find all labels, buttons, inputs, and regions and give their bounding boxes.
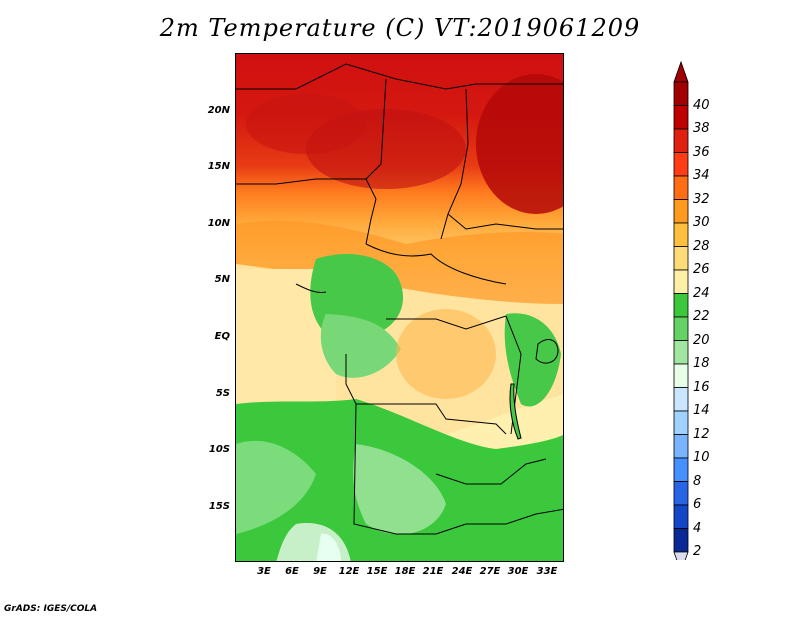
colorbar-label: 38: [693, 121, 710, 136]
colorbar-label: 28: [693, 238, 710, 254]
angola-light-green: [353, 444, 446, 535]
colorbar-cell: [673, 105, 689, 130]
atlantic-south-green: [236, 440, 316, 534]
colorbar-label: 40: [693, 97, 710, 113]
colorbar-cell: [673, 504, 689, 529]
hot-core-west: [246, 94, 366, 154]
colorbar-label: 4: [693, 520, 702, 536]
colorbar-label: 16: [693, 379, 710, 395]
lon-tick-33E: 33E: [536, 566, 558, 577]
green-congo-west: [320, 314, 401, 378]
lon-tick-3E: 3E: [257, 566, 271, 577]
colorbar-cell: [673, 340, 689, 365]
colorbar-label: 24: [693, 285, 710, 301]
colorbar-top-arrow: [673, 60, 689, 83]
colorbar-label: 34: [693, 168, 710, 183]
lon-tick-6E: 6E: [285, 566, 299, 577]
lon-tick-12E: 12E: [338, 566, 360, 577]
lon-tick-21E: 21E: [422, 566, 444, 577]
colorbar-label: 10: [693, 450, 710, 465]
lat-tick-20N: 20N: [207, 105, 230, 116]
lat-tick-15S: 15S: [208, 501, 230, 512]
colorbar-label: 14: [693, 403, 710, 418]
lon-tick-15E: 15E: [366, 566, 388, 577]
map-fill-svg: [236, 54, 563, 561]
lat-tick-EQ: EQ: [214, 331, 230, 342]
colorbar-cell: [673, 81, 689, 106]
colorbar-label: 26: [693, 262, 710, 277]
lon-tick-24E: 24E: [451, 566, 473, 577]
warm-belt: [236, 220, 563, 314]
colorbar-label: 2: [693, 544, 702, 559]
colorbar-cell: [673, 410, 689, 435]
chart-title: 2m Temperature (C) VT:2019061209: [159, 14, 641, 42]
lake-tanganyika: [509, 383, 522, 440]
colorbar-cell: [673, 528, 689, 553]
colorbar-cell: [673, 128, 689, 153]
lon-tick-27E: 27E: [479, 566, 501, 577]
colorbar-cell: [673, 481, 689, 506]
lat-tick-15N: 15N: [207, 161, 230, 172]
colorbar-cell: [673, 246, 689, 271]
colorbar-cell: [673, 152, 689, 177]
colorbar-cell: [673, 457, 689, 482]
temperature-map: [235, 53, 564, 562]
lon-tick-18E: 18E: [394, 566, 416, 577]
lat-tick-5S: 5S: [215, 388, 230, 399]
colorbar-label: 6: [693, 497, 702, 512]
colorbar-label: 32: [693, 191, 710, 207]
colorbar-cell: [673, 199, 689, 224]
colorbar-cell: [673, 293, 689, 318]
colorbar-cell: [673, 175, 689, 200]
green-east-africa: [504, 313, 561, 407]
colorbar-label: 36: [693, 144, 710, 160]
lon-tick-9E: 9E: [313, 566, 327, 577]
colorbar-label: 20: [693, 332, 710, 348]
coolest-patch: [316, 533, 341, 561]
colorbar-bottom-arrow: [673, 551, 689, 560]
colorbar-label: 30: [693, 215, 710, 230]
colorbar-label: 8: [693, 473, 702, 489]
lake-victoria: [535, 339, 559, 364]
hot-core-east: [476, 74, 563, 214]
colorbar-label: 22: [693, 309, 710, 324]
colorbar-cell: [673, 387, 689, 412]
colorbar-cell: [673, 316, 689, 341]
colorbar-cell: [673, 363, 689, 388]
lat-tick-10S: 10S: [208, 444, 230, 455]
lat-tick-5N: 5N: [214, 274, 230, 285]
lon-tick-30E: 30E: [507, 566, 529, 577]
colorbar-label: 12: [693, 426, 710, 442]
colorbar: [673, 60, 689, 560]
lat-tick-10N: 10N: [207, 218, 230, 229]
grads-credit: GrADS: IGES/COLA: [4, 604, 98, 614]
colorbar-cell: [673, 269, 689, 294]
colorbar-label: 18: [693, 356, 710, 371]
colorbar-cell: [673, 222, 689, 247]
congo-warm: [396, 309, 496, 399]
country-borders: [236, 63, 563, 535]
colorbar-cell: [673, 434, 689, 459]
